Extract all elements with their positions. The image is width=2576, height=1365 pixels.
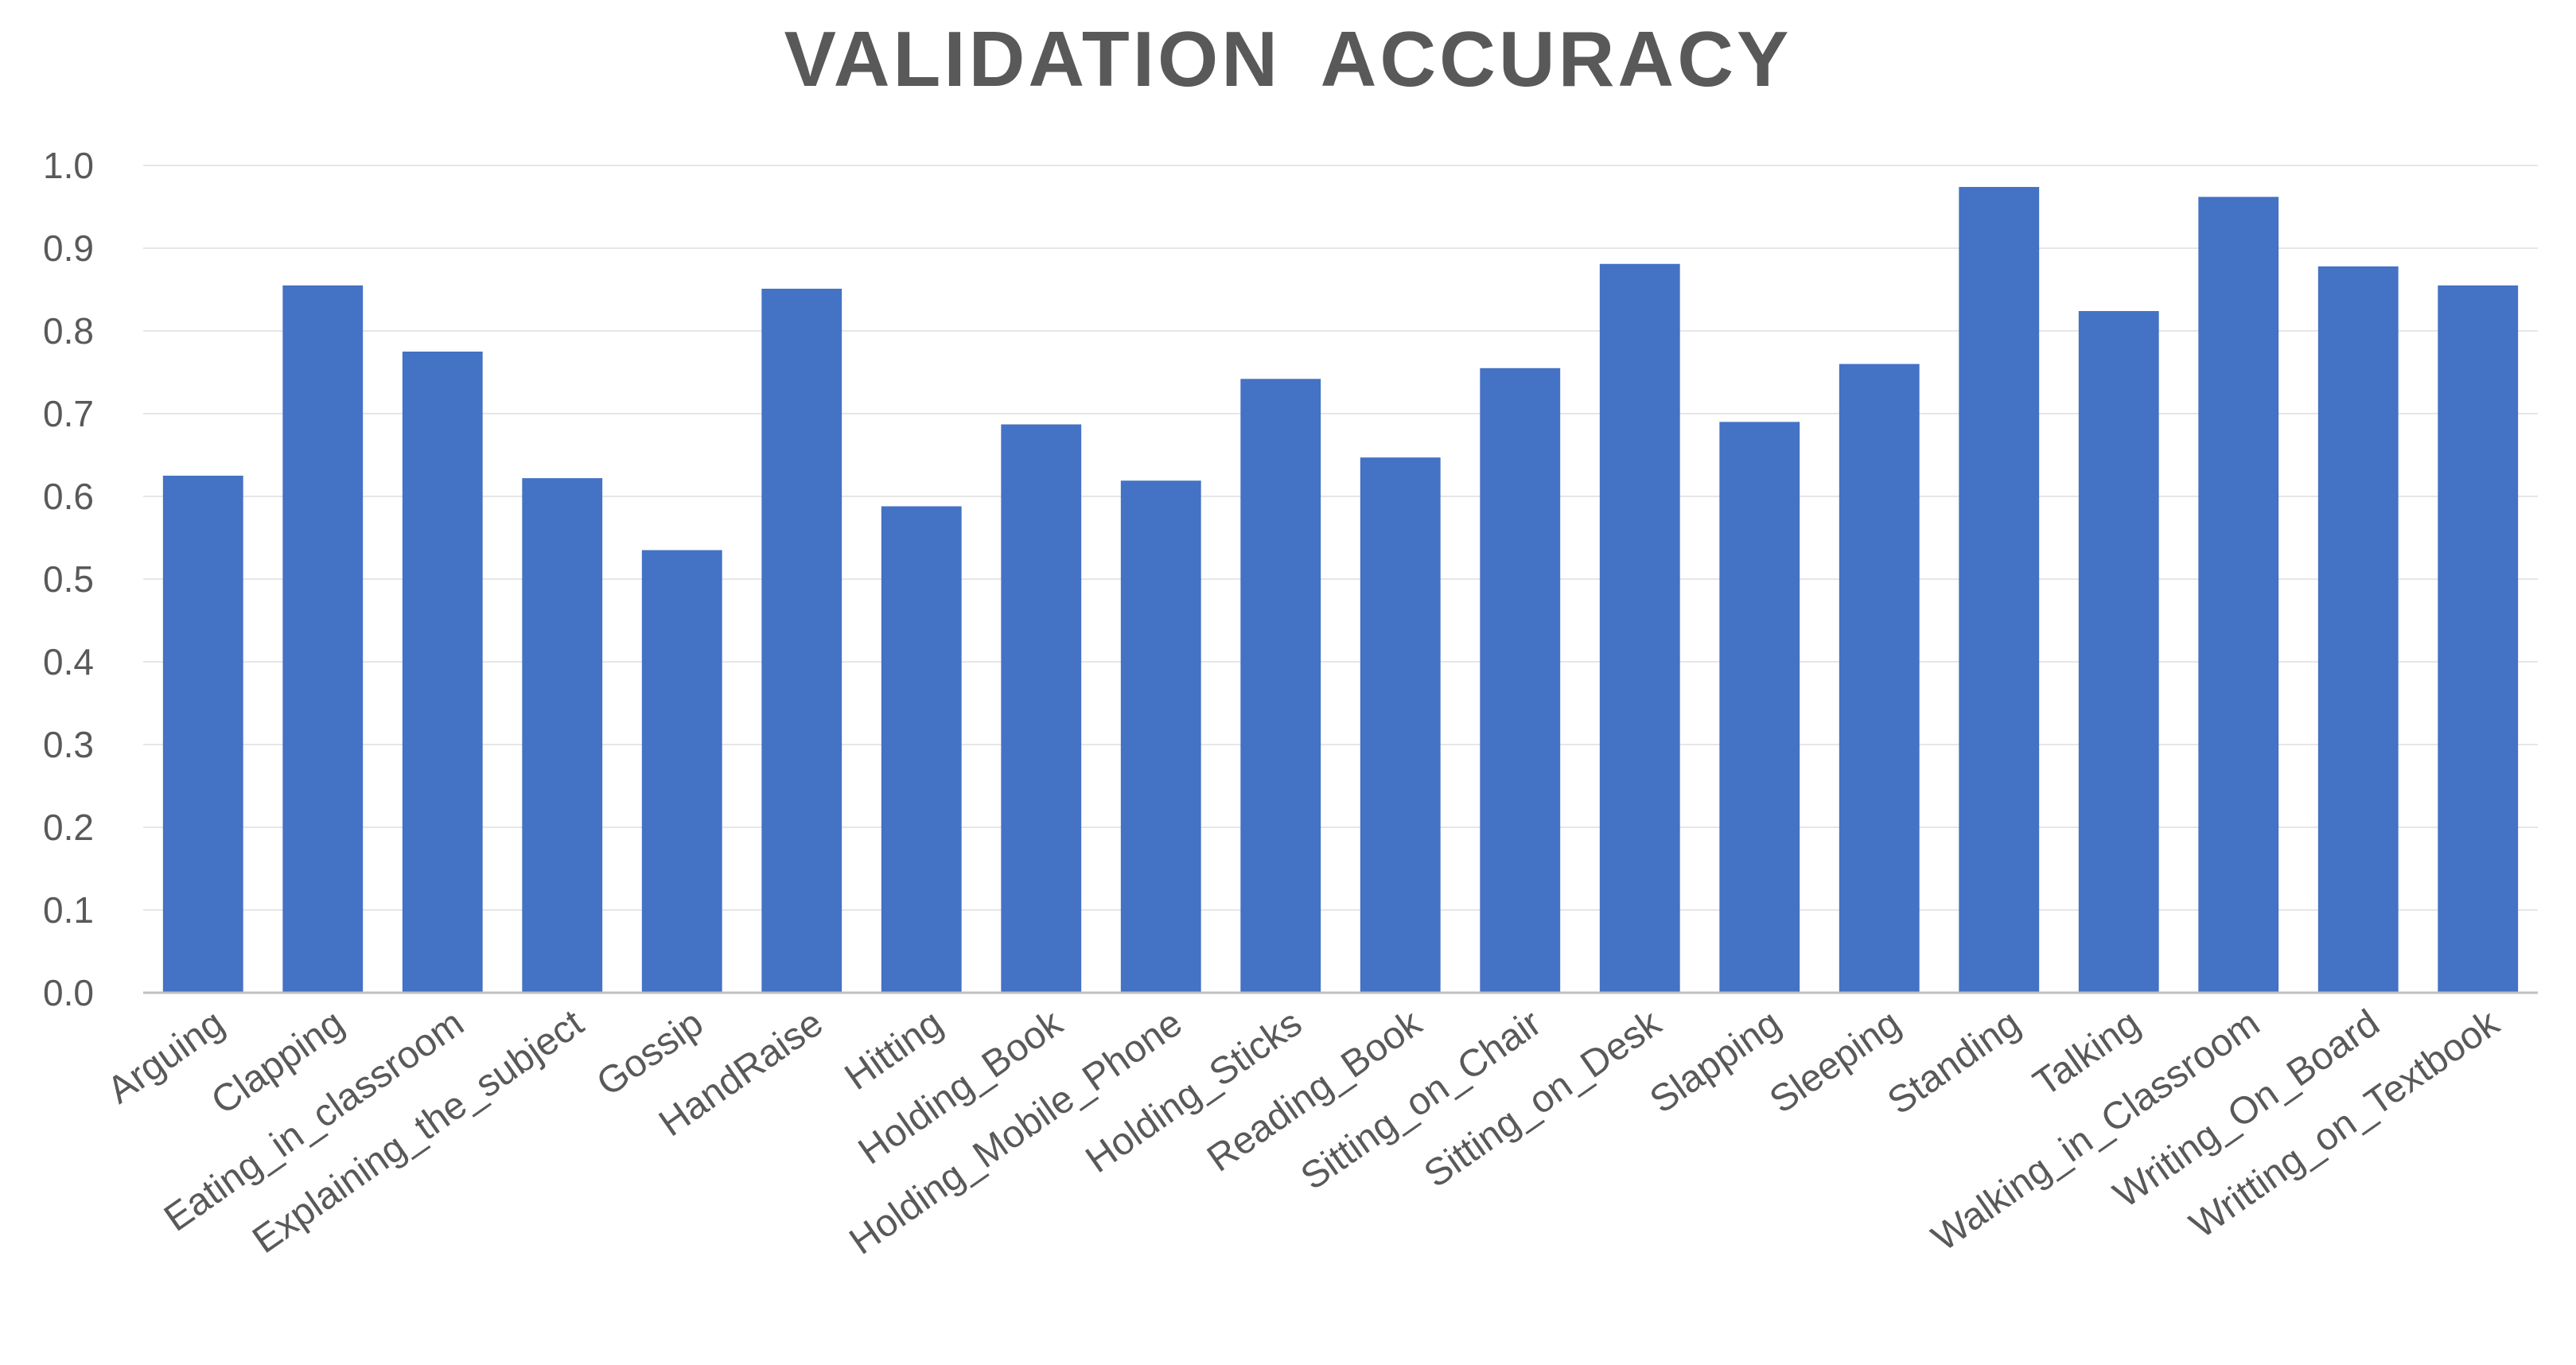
y-tick-label: 0.0: [43, 972, 94, 1013]
bar-holding-book: [1001, 424, 1082, 993]
y-tick-label: 0.3: [43, 724, 94, 765]
bar-eating-in-classroom: [402, 352, 483, 993]
y-tick-label: 0.9: [43, 228, 94, 269]
bar-writting-on-textbook: [2438, 285, 2519, 993]
bar-talking: [2078, 311, 2159, 993]
y-tick-label: 0.1: [43, 889, 94, 931]
x-tick-label: Sleeping: [1762, 1002, 1908, 1122]
bar-handraise: [761, 288, 842, 994]
bar-arguing: [162, 476, 243, 993]
y-tick-label: 0.2: [43, 807, 94, 848]
x-tick-labels: ArguingClappingEating_in_classroomExplai…: [100, 1001, 2508, 1263]
y-tick-label: 1.0: [43, 145, 94, 186]
bar-hitting: [881, 506, 962, 993]
y-tick-label: 0.6: [43, 476, 94, 517]
x-tick-label: Holding_Sticks: [1079, 1002, 1309, 1182]
bar-clapping: [282, 285, 364, 993]
x-tick-label: Slapping: [1643, 1002, 1788, 1122]
chart-title: VALIDATION ACCURACY: [784, 15, 1792, 103]
bar-standing: [1959, 187, 2040, 994]
bar-walking-in-classroom: [2198, 196, 2279, 993]
bar-writing-on-board: [2317, 266, 2399, 993]
bar-slapping: [1719, 422, 1800, 993]
bar-explaining-the-subject: [522, 478, 603, 993]
bars: [162, 187, 2519, 994]
gridlines: [143, 165, 2538, 911]
y-tick-label: 0.5: [43, 558, 94, 600]
bar-sitting-on-chair: [1480, 368, 1561, 993]
bar-gossip: [641, 550, 722, 993]
y-tick-label: 0.8: [43, 310, 94, 352]
bar-reading-book: [1360, 457, 1441, 993]
x-tick-label: Standing: [1880, 1002, 2028, 1123]
bar-holding-mobile-phone: [1120, 480, 1201, 993]
y-tick-labels: 0.0 0.1 0.2 0.3 0.4 0.5 0.6 0.7 0.8 0.9 1.0: [43, 145, 94, 1013]
bar-sleeping: [1839, 364, 1920, 994]
y-tick-label: 0.7: [43, 393, 94, 434]
y-tick-label: 0.4: [43, 641, 94, 682]
bar-sitting-on-desk: [1599, 263, 1680, 993]
bar-holding-sticks: [1240, 379, 1321, 993]
